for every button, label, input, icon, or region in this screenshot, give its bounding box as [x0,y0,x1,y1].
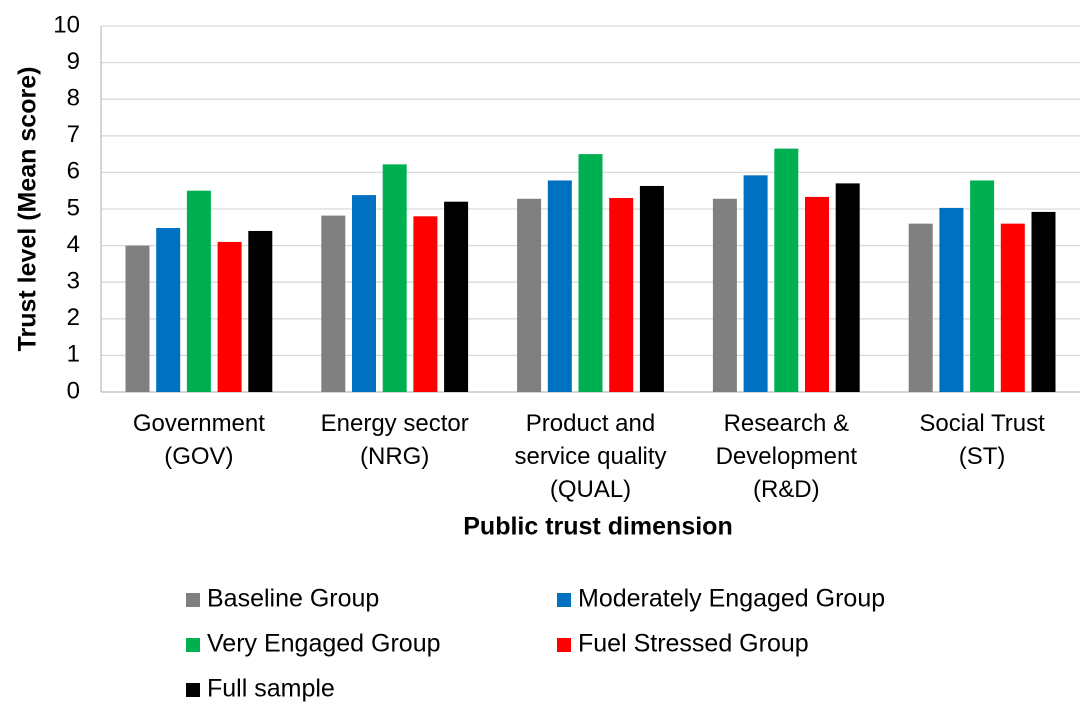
x-tick-label: Energy sector (NRG) [320,410,469,470]
bar [1000,223,1025,392]
legend-label: Full sample [207,675,335,703]
legend-swatch [186,683,200,697]
bar [712,198,737,392]
bar [248,230,273,392]
bar [939,207,964,392]
legend-swatch [557,638,571,652]
legend-swatch [186,593,200,607]
legend-swatch [557,593,571,607]
legend-label: Baseline Group [207,585,379,613]
bar [352,195,376,392]
bar [382,164,407,392]
y-tick-label: 0 [67,377,80,404]
y-tick-label: 10 [53,11,80,38]
bar [805,196,829,392]
y-tick-label: 1 [67,341,80,368]
bar [125,245,150,392]
bar [321,215,346,392]
bar [970,180,995,392]
y-tick-label: 2 [67,304,80,331]
bar [743,175,768,392]
bar [156,228,181,392]
bar [547,180,572,392]
x-tick-label: Product and service quality (QUAL) [514,410,667,503]
y-tick-label: 6 [67,158,80,185]
bar [578,154,603,392]
y-tick-label: 5 [67,194,80,221]
bar [908,223,933,392]
bar [186,190,211,392]
legend-label: Fuel Stressed Group [578,630,809,658]
legend-swatch [186,638,200,652]
bar [517,198,542,392]
y-tick-label: 4 [67,231,80,258]
legend-label: Very Engaged Group [207,630,441,658]
bar [217,241,242,392]
x-axis-title: Public trust dimension [463,513,732,541]
y-axis-title: Trust level (Mean score) [14,67,42,352]
x-tick-label: Social Trust (ST) [919,410,1045,470]
x-tick-label: Government (GOV) [132,410,265,470]
x-tick-label: Research & Development (R&D) [715,410,857,503]
bar [609,198,634,392]
y-tick-label: 7 [67,121,80,148]
bar [1031,211,1056,392]
y-tick-label: 3 [67,268,80,295]
y-tick-label: 8 [67,85,80,112]
bar [774,148,799,392]
bar [413,216,438,392]
y-tick-label: 9 [67,48,80,75]
bar [639,185,664,392]
legend-label: Moderately Engaged Group [578,585,885,613]
bar [835,183,860,392]
bar [444,201,469,392]
